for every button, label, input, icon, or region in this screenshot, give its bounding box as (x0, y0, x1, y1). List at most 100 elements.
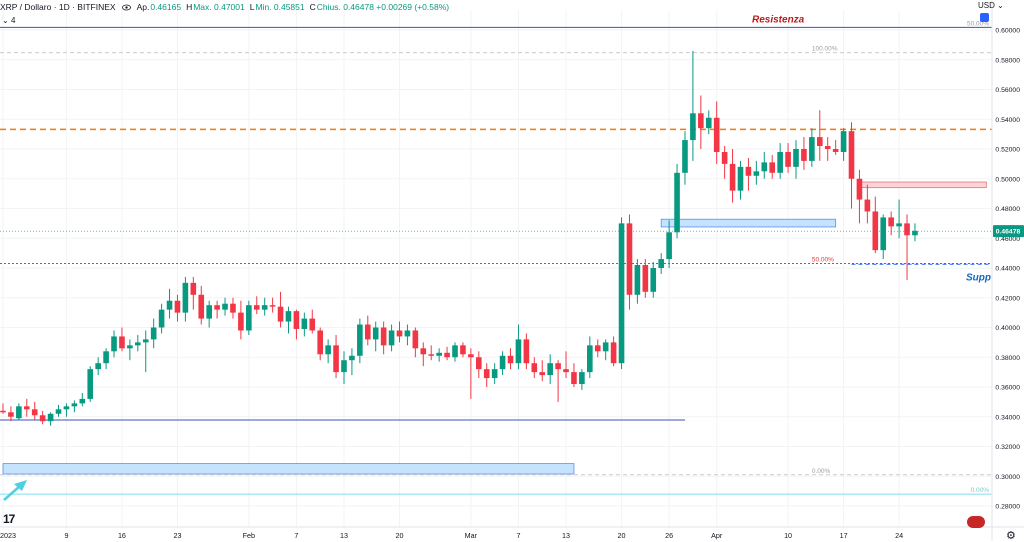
y-tick-label: 0.42000 (995, 295, 1020, 302)
y-tick-label: 0.54000 (995, 117, 1020, 124)
candle-body (824, 146, 831, 149)
ohlc-close: CChius. 0.46478 +0.00269 (+0.58%) (309, 2, 450, 12)
candle-body (380, 327, 387, 346)
y-tick-label: 0.46000 (995, 236, 1020, 243)
candle-body (594, 345, 601, 352)
candle-body (103, 351, 109, 364)
currency-selector[interactable]: USD ⌄ (978, 1, 1004, 10)
eye-icon[interactable] (121, 3, 131, 12)
y-tick-label: 0.36000 (995, 385, 1020, 392)
tradingview-logo[interactable]: 17 (3, 512, 15, 526)
candle-body (602, 342, 609, 352)
y-tick-label: 0.48000 (995, 206, 1020, 213)
candle-body (182, 282, 189, 313)
candle-body (587, 345, 593, 373)
candle-body (341, 360, 347, 373)
y-tick-label: 0.44000 (995, 266, 1020, 273)
zone-rect (660, 218, 837, 228)
candle-body (721, 151, 728, 164)
candle-body (111, 336, 117, 352)
x-tick-label: Mar (465, 531, 478, 540)
grid (0, 10, 992, 527)
candle-body (904, 223, 910, 236)
candle-body (682, 140, 688, 173)
candle-body (571, 372, 577, 385)
candle-body (848, 131, 855, 179)
level-lines: 50.00% 100.00% 50.00% 0.00% 0.00% (0, 20, 992, 495)
symbol-label[interactable]: XRP / Dollaro · 1D · BITFINEX (0, 2, 116, 12)
candle-body (150, 327, 157, 340)
candle-body (47, 413, 54, 422)
x-tick-label: 9 (64, 531, 68, 540)
candle-body (364, 324, 371, 340)
zone-rect (859, 181, 987, 189)
candle-body (87, 369, 94, 399)
candle-body (634, 265, 641, 295)
arrow-shaft (3, 485, 21, 501)
candle-body (158, 309, 165, 328)
ohlc-values: Ap.0.46165 HMax. 0.47001 LMin. 0.45851 C… (137, 2, 450, 12)
gear-icon[interactable]: ⚙ (1006, 530, 1016, 542)
candle-body (238, 312, 244, 331)
flag-icon[interactable] (967, 516, 985, 528)
candle-body (349, 355, 355, 361)
x-tick-label: 16 (118, 531, 126, 540)
candle-body (888, 217, 894, 227)
candle-body (642, 265, 649, 292)
x-tick-label: 23 (173, 531, 181, 540)
candle-body (63, 406, 70, 410)
annotations: 0.46478 Resistenza Supp (0, 13, 1024, 501)
x-tick-label: 17 (840, 531, 848, 540)
support-label: Supp (966, 272, 991, 283)
candle-body (840, 131, 847, 152)
candle-body (460, 345, 466, 355)
candle-body (269, 305, 276, 307)
candle-body (468, 354, 474, 358)
candle-body (71, 403, 78, 407)
candle-body (39, 415, 46, 422)
candles (0, 50, 918, 426)
candle-body (761, 162, 768, 172)
currency-label: USD (978, 1, 995, 10)
candle-body (547, 363, 553, 376)
last-price-tag (993, 225, 1024, 238)
arrow-head (14, 480, 27, 491)
candle-body (555, 363, 561, 370)
ohlc-open: Ap.0.46165 (136, 2, 182, 12)
x-tick-label: 7 (294, 531, 298, 540)
candle-body (745, 166, 752, 176)
x-tick-label: 24 (895, 531, 903, 540)
y-tick-label: 0.34000 (995, 414, 1020, 421)
arrow-annotation (3, 480, 27, 501)
candle-body (444, 352, 450, 358)
candle-body (23, 406, 30, 410)
candle-body (563, 369, 569, 373)
candle-body (737, 166, 744, 191)
y-tick-label: 0.52000 (995, 147, 1020, 154)
level-tag: 0.00% (812, 468, 831, 475)
candle-body (539, 372, 546, 376)
ohlc-high: HMax. 0.47001 (186, 2, 245, 12)
y-tick-label: 0.56000 (995, 87, 1020, 94)
candle-body (618, 223, 625, 364)
candle-body (55, 409, 62, 414)
candle-body (285, 311, 292, 322)
candle-body (261, 305, 268, 310)
candle-body (912, 230, 918, 236)
indicators-toggle[interactable]: ⌄ 4 (2, 16, 16, 25)
candle-body (531, 363, 538, 373)
candle-body (674, 172, 680, 233)
y-tick-label: 0.30000 (995, 474, 1020, 481)
candle-body (809, 137, 815, 161)
candle-body (713, 117, 720, 152)
level-tag: 100.00% (812, 46, 838, 53)
candle-body (8, 412, 14, 417)
candle-body (436, 352, 442, 356)
candle-body (16, 406, 22, 419)
candle-body (372, 327, 379, 340)
x-tick-label: Feb (243, 531, 255, 540)
candle-body (856, 178, 863, 200)
level-tag: 0.00% (971, 487, 990, 494)
